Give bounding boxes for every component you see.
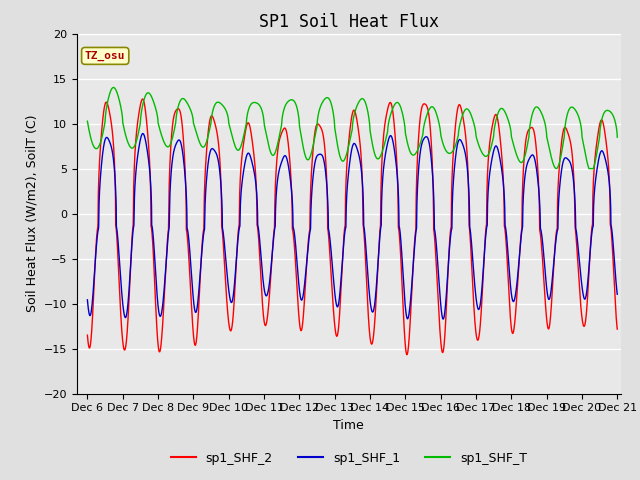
- Title: SP1 Soil Heat Flux: SP1 Soil Heat Flux: [259, 12, 439, 31]
- X-axis label: Time: Time: [333, 419, 364, 432]
- Legend: sp1_SHF_2, sp1_SHF_1, sp1_SHF_T: sp1_SHF_2, sp1_SHF_1, sp1_SHF_T: [166, 447, 532, 469]
- Y-axis label: Soil Heat Flux (W/m2), SoilT (C): Soil Heat Flux (W/m2), SoilT (C): [25, 115, 38, 312]
- Text: TZ_osu: TZ_osu: [85, 51, 125, 61]
